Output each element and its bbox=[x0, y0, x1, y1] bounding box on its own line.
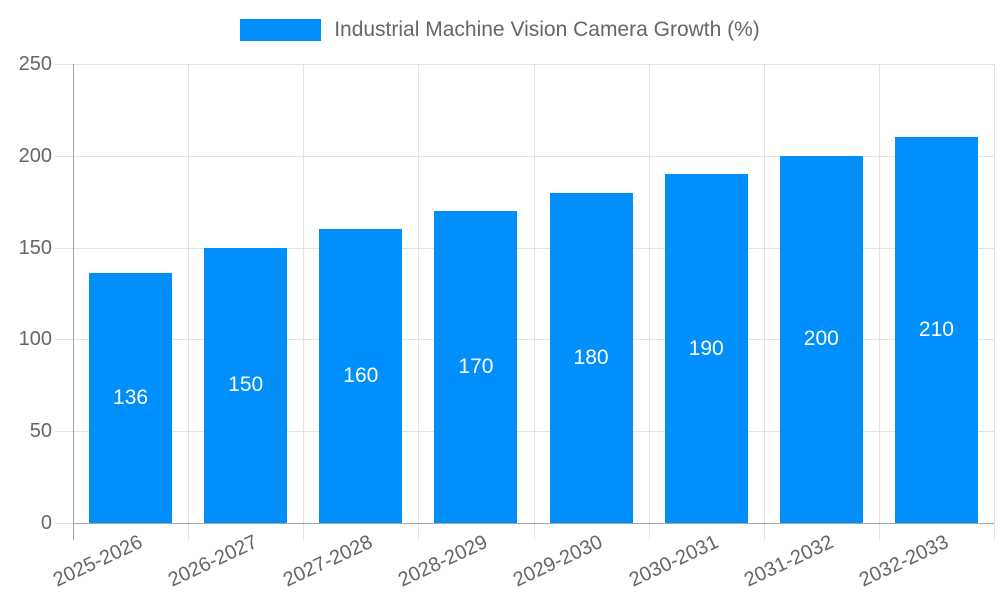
y-gridline bbox=[55, 247, 994, 249]
x-gridline bbox=[648, 64, 650, 523]
x-gridline bbox=[878, 64, 880, 523]
bar bbox=[779, 155, 863, 523]
bar-value-label: 136 bbox=[113, 386, 149, 410]
x-axis-category-label: 2025-2026 bbox=[49, 531, 146, 592]
y-gridline bbox=[55, 155, 994, 157]
chart-legend: Industrial Machine Vision Camera Growth … bbox=[0, 18, 1000, 42]
y-axis-line bbox=[73, 64, 74, 523]
x-axis-tick bbox=[188, 523, 190, 540]
legend-swatch bbox=[240, 19, 322, 41]
bar bbox=[894, 137, 978, 523]
y-axis-tick-label: 50 bbox=[29, 420, 52, 443]
bar-value-label: 150 bbox=[228, 373, 264, 397]
x-axis-tick bbox=[994, 523, 995, 540]
bar bbox=[664, 174, 748, 523]
x-axis-category-label: 2032-2033 bbox=[855, 531, 952, 592]
x-axis-tick bbox=[533, 523, 535, 540]
bar-value-label: 210 bbox=[918, 318, 954, 342]
y-axis-tick-label: 150 bbox=[18, 236, 52, 259]
x-gridline bbox=[994, 64, 995, 523]
bar-value-label: 170 bbox=[458, 354, 494, 378]
bar bbox=[319, 229, 403, 523]
bar-value-label: 180 bbox=[573, 345, 609, 369]
y-axis-tick-label: 0 bbox=[40, 512, 52, 534]
x-axis-category-label: 2030-2031 bbox=[625, 531, 722, 592]
legend-label: Industrial Machine Vision Camera Growth … bbox=[334, 18, 760, 41]
x-axis-category-label: 2028-2029 bbox=[395, 531, 492, 592]
bar bbox=[549, 192, 633, 523]
y-axis-tick-label: 100 bbox=[18, 328, 52, 351]
legend-item[interactable]: Industrial Machine Vision Camera Growth … bbox=[240, 18, 760, 42]
x-axis-line bbox=[73, 523, 994, 524]
x-gridline bbox=[188, 64, 190, 523]
x-gridline bbox=[533, 64, 535, 523]
x-axis-category-label: 2026-2027 bbox=[164, 531, 261, 592]
x-axis-category-label: 2031-2032 bbox=[740, 531, 837, 592]
x-axis-tick bbox=[418, 523, 420, 540]
x-axis-tick bbox=[73, 523, 74, 540]
y-axis-tick-label: 250 bbox=[18, 53, 52, 75]
y-gridline bbox=[55, 431, 994, 433]
y-gridline bbox=[55, 339, 994, 341]
x-axis-tick bbox=[763, 523, 765, 540]
bar bbox=[89, 273, 173, 523]
x-gridline bbox=[763, 64, 765, 523]
x-axis-tick bbox=[648, 523, 650, 540]
bar-value-label: 200 bbox=[803, 327, 839, 351]
y-gridline bbox=[55, 64, 994, 65]
x-axis-category-label: 2029-2030 bbox=[510, 531, 607, 592]
x-axis-category-label: 2027-2028 bbox=[280, 531, 377, 592]
y-axis-tick-label: 200 bbox=[18, 144, 52, 167]
x-axis-tick bbox=[303, 523, 305, 540]
x-gridline bbox=[418, 64, 420, 523]
x-axis-tick bbox=[878, 523, 880, 540]
bar bbox=[434, 210, 518, 523]
bar-value-label: 190 bbox=[688, 336, 724, 360]
x-gridline bbox=[303, 64, 305, 523]
bar bbox=[204, 247, 288, 523]
bar-value-label: 160 bbox=[343, 364, 379, 388]
